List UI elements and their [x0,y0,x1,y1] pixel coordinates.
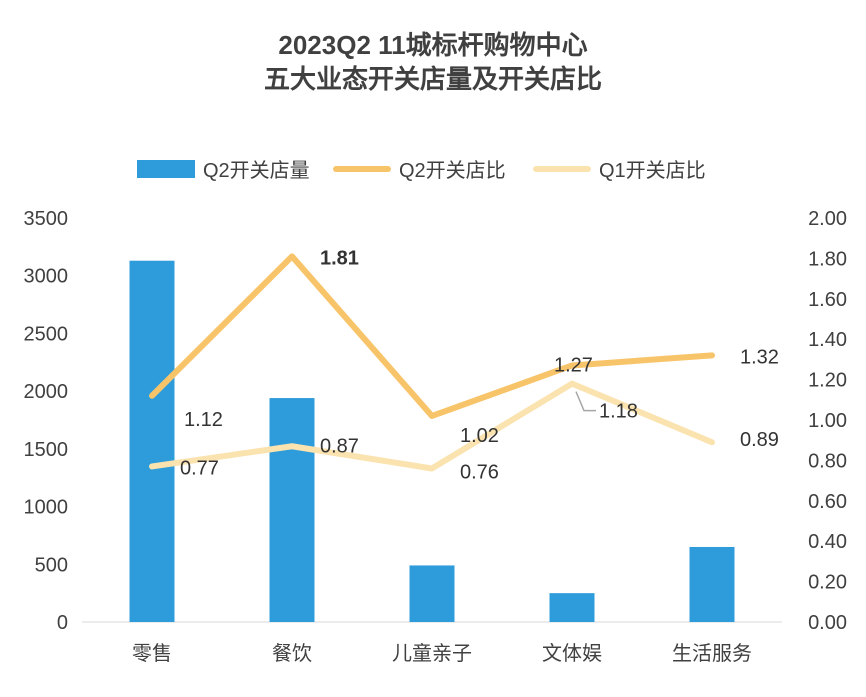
data-label-q2-ratio: 1.27 [554,354,593,376]
y-left-tick-label: 3000 [24,266,69,288]
x-tick-label: 餐饮 [272,642,312,665]
y-left-tick-label: 2500 [24,323,69,345]
y-right-tick-label: 1.20 [808,370,847,392]
y-right-tick-label: 0.80 [808,450,847,472]
data-label-q1-ratio: 1.18 [599,401,638,423]
data-label-q2-ratio: 1.02 [460,425,499,447]
legend-item-bar: Q2开关店量 [137,154,310,183]
data-label-q1-ratio: 0.76 [460,461,499,483]
legend-label-bar: Q2开关店量 [203,160,310,182]
bar [689,546,735,622]
legend-swatch-bar [137,159,195,178]
legend-swatch-q2-ratio [333,165,391,172]
y-left-tick-label: 3500 [24,208,69,230]
y-left-tick-label: 1500 [24,439,69,461]
y-right-tick-label: 0.00 [808,612,847,634]
y-left-tick-label: 2000 [24,381,69,403]
bar [269,398,315,622]
y-right-tick-label: 1.60 [808,289,847,311]
legend-item-q2-ratio: Q2开关店比 [333,154,506,183]
data-label-q1-ratio: 0.89 [740,429,779,451]
y-right-tick-label: 1.40 [808,329,847,351]
legend-label-q1-ratio: Q1开关店比 [599,160,706,182]
bar [129,260,175,622]
legend: Q2开关店量 Q2开关店比 Q1开关店比 [0,154,866,184]
x-tick-label: 零售 [132,642,172,665]
y-right-tick-label: 0.60 [808,491,847,513]
data-label-q1-ratio: 0.77 [180,457,219,479]
y-right-tick-label: 1.80 [808,248,847,270]
y-right-tick-label: 1.00 [808,410,847,432]
chart-title-line2: 五大业态开关店量及开关店比 [263,64,602,94]
data-label-q1-ratio: 0.87 [320,435,359,457]
x-tick-label: 儿童亲子 [392,642,472,665]
y-left-tick-label: 0 [57,612,68,634]
y-right-tick-label: 0.20 [808,572,847,594]
x-tick-label: 文体娱 [542,642,602,665]
series-line-q1-ratio [149,380,715,472]
bar [409,565,455,622]
chart-title-line1: 2023Q2 11城标杆购物中心 [278,30,588,60]
x-tick-label: 生活服务 [672,642,752,665]
data-label-leader-line [575,391,596,412]
legend-item-q1-ratio: Q1开关店比 [533,154,706,183]
y-left-tick-label: 500 [35,554,68,576]
data-label-q2-ratio: 1.12 [184,409,223,431]
y-left-tick-label: 1000 [24,497,69,519]
y-right-tick-label: 2.00 [808,208,847,230]
series-line-q2-ratio [149,253,715,419]
bar [549,593,595,622]
legend-swatch-q1-ratio [533,165,591,172]
legend-label-q2-ratio: Q2开关店比 [399,160,506,182]
data-label-q2-ratio: 1.32 [740,346,779,368]
data-label-q2-ratio: 1.81 [320,247,359,269]
y-right-tick-label: 0.40 [808,531,847,553]
